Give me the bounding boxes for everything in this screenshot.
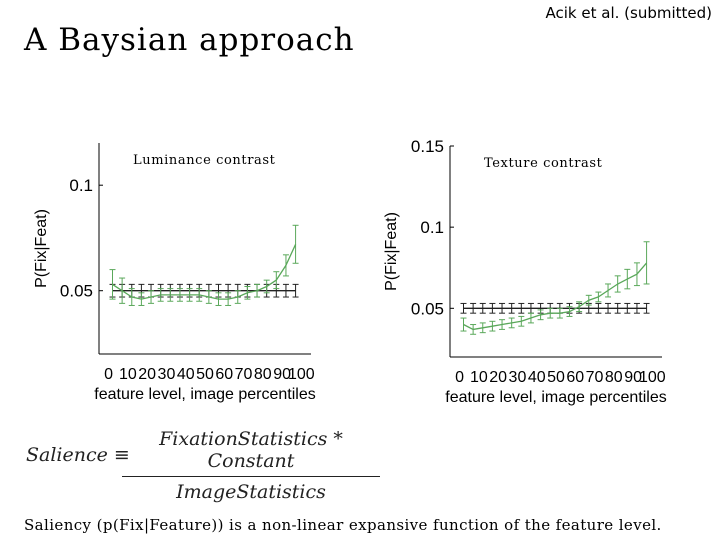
series-line (463, 262, 648, 331)
chart-title: Texture contrast (484, 156, 603, 171)
formula-numerator: FixationStatistics * Constant (122, 428, 380, 477)
citation: Acik et al. (submitted) (545, 4, 712, 22)
x-tick-label: 90 (273, 366, 291, 383)
y-axis-label: P(Fix|Feat) (33, 209, 50, 288)
x-tick-label: 10 (470, 369, 488, 386)
x-tick-label: 30 (158, 366, 176, 383)
x-tick-label: 70 (235, 366, 253, 383)
x-tick-label: 0 (104, 366, 113, 383)
chart-title: Luminance contrast (133, 153, 276, 168)
y-axis-label: P(Fix|Feat) (383, 212, 400, 291)
y-tick-label: 0.1 (69, 176, 93, 195)
salience-formula: Salience ≡ FixationStatistics * Constant… (26, 428, 386, 503)
x-tick-label: 80 (605, 369, 623, 386)
x-tick-label: 100 (639, 369, 666, 386)
slide-title: A Baysian approach (24, 22, 355, 58)
x-tick-label: 30 (509, 369, 527, 386)
formula-denominator: ImageStatistics (176, 481, 326, 503)
formula-lhs: Salience ≡ (26, 444, 130, 466)
x-axis-label: feature level, image percentiles (445, 389, 666, 406)
x-tick-label: 100 (288, 366, 315, 383)
y-tick-label: 0.1 (420, 218, 444, 237)
caption: Saliency (p(Fix|Feature)) is a non-linea… (24, 516, 662, 534)
formula-fraction: FixationStatistics * Constant ImageStati… (122, 428, 380, 503)
y-tick-label: 0.05 (60, 282, 93, 301)
x-tick-label: 60 (215, 366, 233, 383)
x-tick-label: 50 (547, 369, 565, 386)
x-tick-label: 40 (177, 366, 195, 383)
series-line (112, 244, 297, 300)
x-tick-label: 20 (489, 369, 507, 386)
x-axis-label: feature level, image percentiles (94, 386, 315, 403)
y-tick-label: 0.15 (411, 137, 444, 156)
y-tick-label: 0.05 (411, 299, 444, 318)
x-tick-label: 70 (586, 369, 604, 386)
x-tick-label: 0 (455, 369, 464, 386)
x-tick-label: 60 (566, 369, 584, 386)
x-tick-label: 50 (196, 366, 214, 383)
x-tick-label: 10 (119, 366, 137, 383)
x-tick-label: 20 (138, 366, 156, 383)
x-tick-label: 40 (528, 369, 546, 386)
x-tick-label: 90 (624, 369, 642, 386)
x-tick-label: 80 (254, 366, 272, 383)
